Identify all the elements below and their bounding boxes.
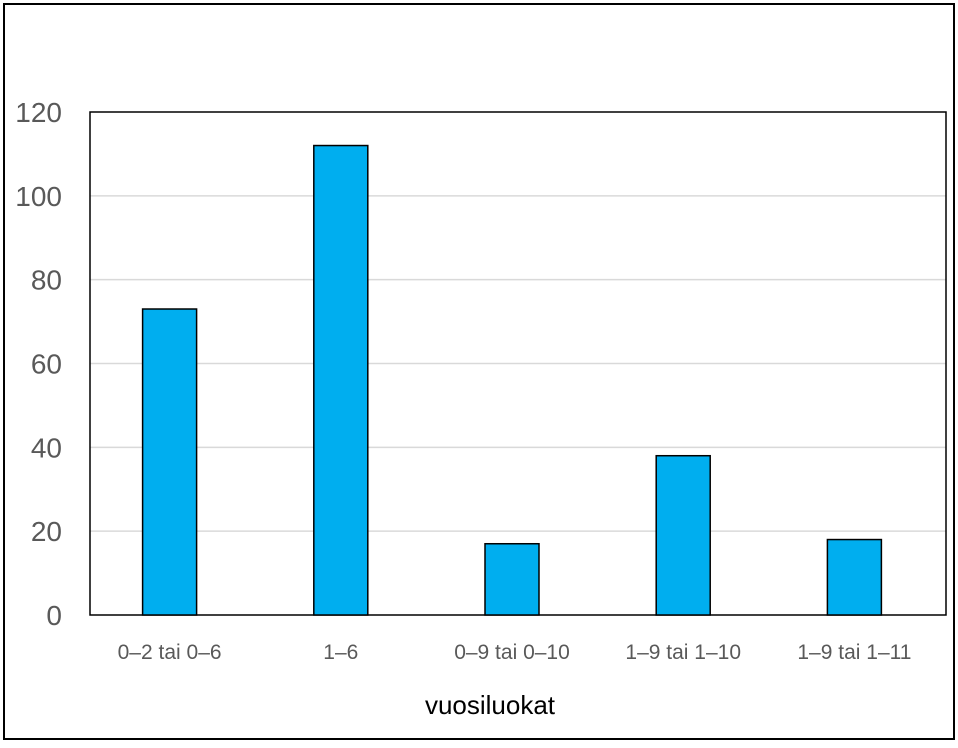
x-tick-label: 0–9 tai 0–10 (454, 641, 570, 664)
x-tick-label: 1–9 tai 1–11 (797, 641, 911, 664)
y-tick-label: 100 (15, 181, 62, 212)
y-axis-tick-labels: 0 20 40 60 80 100 120 (15, 97, 62, 631)
bars (141, 144, 883, 616)
y-tick-label: 60 (31, 349, 62, 380)
y-tick-label: 40 (31, 432, 62, 463)
x-axis-title: vuosiluokat (425, 690, 556, 720)
bar (655, 454, 711, 616)
bar (484, 542, 540, 616)
y-tick-label: 0 (46, 600, 62, 631)
bar (313, 144, 369, 616)
bar (141, 308, 198, 616)
y-tick-label: 120 (15, 97, 62, 128)
x-tick-label: 1–6 (323, 641, 358, 664)
x-tick-label: 0–2 tai 0–6 (118, 641, 222, 664)
x-axis-tick-labels: 0–2 tai 0–6 1–6 0–9 tai 0–10 1–9 tai 1–10 1–… (118, 641, 912, 664)
bar (826, 538, 883, 616)
x-tick-label: 1–9 tai 1–10 (625, 641, 741, 664)
y-tick-label: 80 (31, 265, 62, 296)
y-tick-label: 20 (31, 516, 62, 547)
gridlines (90, 195, 946, 532)
